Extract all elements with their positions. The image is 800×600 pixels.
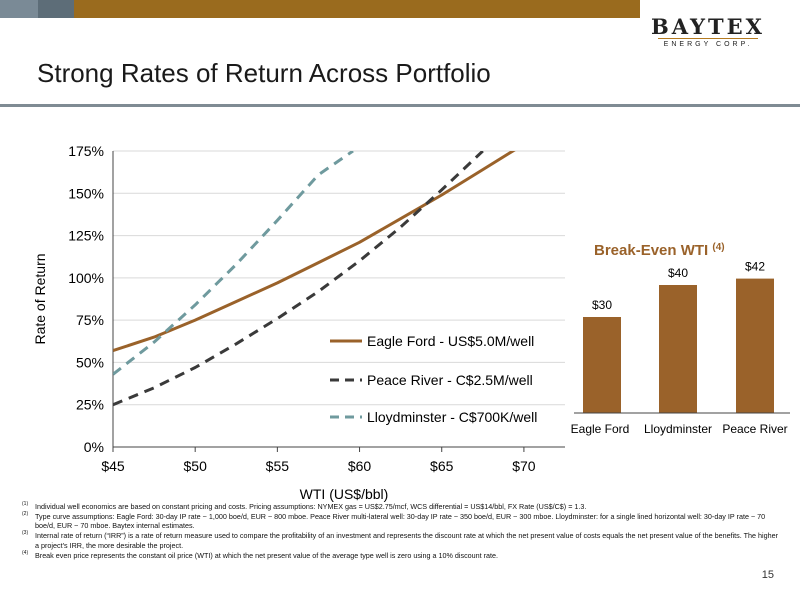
company-logo: BAYTEX ENERGY CORP.	[648, 10, 768, 60]
series-line	[113, 151, 354, 376]
logo-subtitle: ENERGY CORP.	[663, 41, 753, 48]
page-number: 15	[761, 569, 774, 581]
x-tick-label: $50	[184, 458, 208, 474]
logo-wordmark: BAYTEX	[651, 14, 765, 39]
footnote-mark: (2)	[22, 510, 29, 517]
footnote-text: Internal rate of return (“IRR”) is a rat…	[35, 531, 778, 550]
x-tick-label: $65	[430, 458, 454, 474]
x-tick-label: $70	[512, 458, 536, 474]
charts-area: 0% 25% 50% 75% 100% 125% 150% 175% $45 $50 $55 $60 $…	[32, 143, 790, 502]
bar	[583, 317, 621, 413]
footnote-text: Individual well economics are based on c…	[35, 502, 587, 511]
footnote-mark: (4)	[22, 549, 29, 556]
x-axis-title: WTI (US$/bbl)	[300, 486, 389, 502]
bar-data-label: $30	[592, 298, 612, 312]
y-tick-label: 25%	[76, 397, 104, 413]
y-tick-label: 75%	[76, 312, 104, 328]
x-tick-label: $60	[348, 458, 372, 474]
bar	[659, 285, 697, 413]
page-title: Strong Rates of Return Across Portfolio	[37, 58, 491, 88]
logo-rule	[658, 38, 758, 39]
legend-label: Lloydminster - C$700K/well	[367, 409, 537, 425]
footnote-item: (2) Type curve assumptions: Eagle Ford: 3…	[22, 510, 782, 531]
footnote-mark: (1)	[22, 501, 29, 507]
title-divider	[0, 104, 800, 107]
footnote-item: (1) Individual well economics are based o…	[22, 501, 782, 511]
y-tick-label: 0%	[84, 439, 104, 455]
y-tick-label: 175%	[68, 143, 104, 159]
y-tick-label: 50%	[76, 354, 104, 370]
y-tick-label: 150%	[68, 185, 104, 201]
footnotes: (1) Individual well economics are based o…	[22, 501, 782, 560]
bar-category-label: Peace River	[722, 422, 787, 436]
series-line	[113, 151, 516, 353]
footnote-item: (3) Internal rate of return (“IRR”) is a …	[22, 530, 782, 550]
footnote-mark: (3)	[22, 530, 29, 537]
y-tick-label: 100%	[68, 270, 104, 286]
legend-label: Eagle Ford - US$5.0M/well	[367, 333, 534, 349]
bar-data-label: $40	[668, 266, 688, 280]
bar-chart-title-footnote: (4)	[712, 242, 724, 253]
x-tick-label: $55	[266, 458, 290, 474]
legend-label: Peace River - C$2.5M/well	[367, 372, 533, 388]
bar-chart-title: Break-Even WTI (4)	[594, 242, 725, 259]
footnote-item: (4) Break even price represents the const…	[22, 549, 782, 560]
bar	[736, 278, 774, 413]
x-tick-label: $45	[101, 458, 125, 474]
footnote-text: Break even price represents the constant…	[35, 550, 499, 560]
top-bar-segment-gray	[0, 0, 38, 18]
y-axis-title: Rate of Return	[32, 253, 48, 344]
bar-category-label: Lloydminster	[644, 422, 712, 436]
bar-category-label: Eagle Ford	[571, 422, 630, 436]
top-color-bar	[0, 0, 640, 18]
footnote-text: Type curve assumptions: Eagle Ford: 30-d…	[35, 511, 766, 531]
bar-data-label: $42	[745, 260, 765, 274]
y-tick-label: 125%	[68, 228, 104, 244]
series-line	[113, 151, 484, 407]
top-bar-segment-gold	[74, 0, 640, 18]
top-bar-segment-slate	[38, 0, 74, 18]
